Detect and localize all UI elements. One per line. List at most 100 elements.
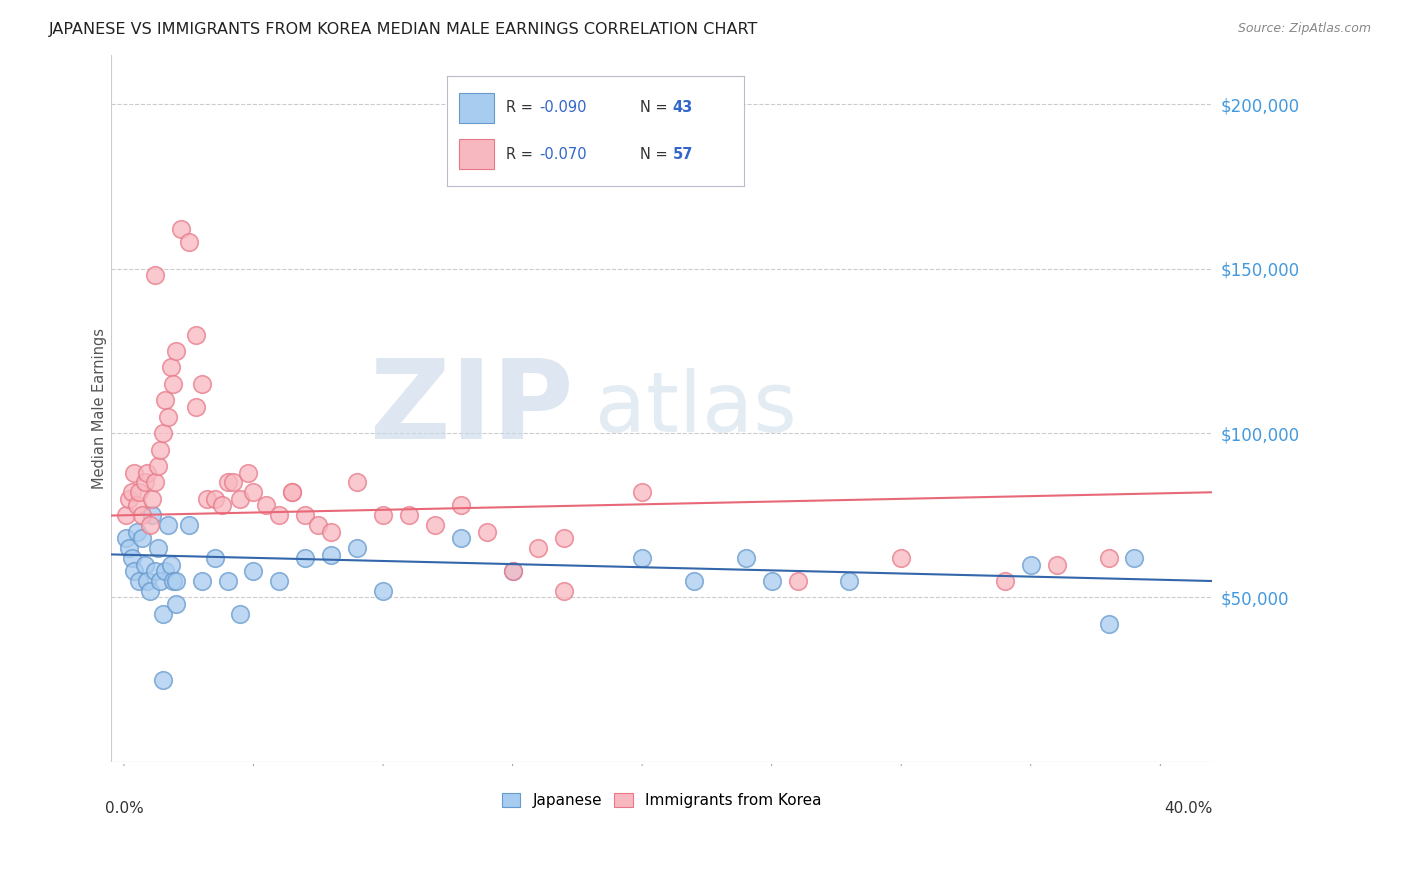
Point <box>1097 551 1119 566</box>
Point <box>177 518 200 533</box>
Point <box>450 499 472 513</box>
Point <box>553 583 575 598</box>
Point <box>170 222 193 236</box>
Text: JAPANESE VS IMMIGRANTS FROM KOREA MEDIAN MALE EARNINGS CORRELATION CHART: JAPANESE VS IMMIGRANTS FROM KOREA MEDIAN… <box>49 22 759 37</box>
Point <box>786 574 808 588</box>
Point <box>159 360 181 375</box>
Point <box>994 574 1017 588</box>
Point <box>141 491 163 506</box>
Text: 0.0%: 0.0% <box>105 801 145 815</box>
Point <box>683 574 706 588</box>
Point <box>115 531 138 545</box>
Point <box>156 518 179 533</box>
Point <box>141 508 163 523</box>
Point <box>136 466 159 480</box>
Point <box>222 475 245 490</box>
Point <box>122 564 145 578</box>
Point <box>242 564 264 578</box>
Point <box>1097 616 1119 631</box>
Point <box>190 574 212 588</box>
Point <box>229 491 252 506</box>
Text: ZIP: ZIP <box>370 355 574 462</box>
Point <box>553 531 575 545</box>
Point <box>1019 558 1042 572</box>
Point <box>631 485 654 500</box>
Point <box>128 574 150 588</box>
Point <box>125 524 148 539</box>
Point <box>321 524 343 539</box>
Point <box>1123 551 1146 566</box>
Point <box>149 574 172 588</box>
Point <box>121 485 143 500</box>
Point <box>152 426 174 441</box>
Point <box>122 466 145 480</box>
Point <box>321 548 343 562</box>
Point <box>162 574 184 588</box>
Point <box>139 583 162 598</box>
Point <box>217 574 239 588</box>
Point <box>143 564 166 578</box>
Point <box>346 541 368 556</box>
Point <box>190 376 212 391</box>
Point <box>155 393 177 408</box>
Text: atlas: atlas <box>596 368 797 449</box>
Point <box>143 268 166 283</box>
Point <box>502 564 524 578</box>
Point <box>136 574 159 588</box>
Point <box>761 574 783 588</box>
Point <box>527 541 550 556</box>
Point <box>281 485 304 500</box>
Point <box>195 491 218 506</box>
Point <box>450 531 472 545</box>
Point <box>134 558 156 572</box>
Point <box>146 458 169 473</box>
Point <box>186 400 208 414</box>
Point <box>118 541 141 556</box>
Point <box>131 508 153 523</box>
Point <box>128 485 150 500</box>
Point <box>155 564 177 578</box>
Point <box>269 508 291 523</box>
Point <box>269 574 291 588</box>
Point <box>398 508 420 523</box>
Point <box>131 531 153 545</box>
Point <box>165 343 187 358</box>
Point <box>115 508 138 523</box>
Point <box>162 376 184 391</box>
Point <box>149 442 172 457</box>
Legend: Japanese, Immigrants from Korea: Japanese, Immigrants from Korea <box>496 787 827 814</box>
Point <box>204 491 226 506</box>
Point <box>281 485 304 500</box>
Point <box>134 475 156 490</box>
Point <box>502 564 524 578</box>
Point <box>118 491 141 506</box>
Point <box>371 508 394 523</box>
Point <box>146 541 169 556</box>
Point <box>238 466 260 480</box>
Point <box>152 673 174 687</box>
Point <box>204 551 226 566</box>
Point <box>177 235 200 250</box>
Text: 40.0%: 40.0% <box>1164 801 1212 815</box>
Point <box>143 475 166 490</box>
Point <box>139 518 162 533</box>
Point <box>307 518 329 533</box>
Point <box>159 558 181 572</box>
Point <box>156 409 179 424</box>
Point <box>242 485 264 500</box>
Point <box>165 597 187 611</box>
Point <box>631 551 654 566</box>
Point <box>475 524 498 539</box>
Point <box>211 499 233 513</box>
Point <box>423 518 446 533</box>
Y-axis label: Median Male Earnings: Median Male Earnings <box>93 328 107 489</box>
Point <box>125 499 148 513</box>
Point <box>121 551 143 566</box>
Point <box>254 499 277 513</box>
Point <box>152 607 174 621</box>
Point <box>186 327 208 342</box>
Point <box>371 583 394 598</box>
Point <box>890 551 912 566</box>
Text: Source: ZipAtlas.com: Source: ZipAtlas.com <box>1237 22 1371 36</box>
Point <box>217 475 239 490</box>
